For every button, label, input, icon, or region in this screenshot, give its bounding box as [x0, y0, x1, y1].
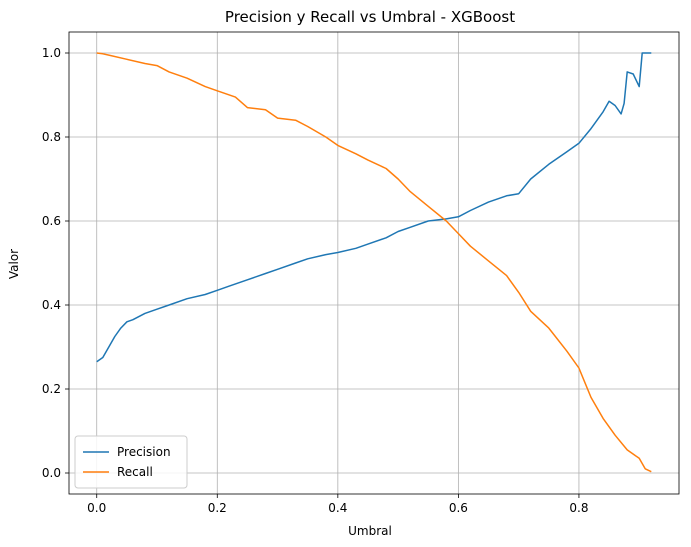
y-axis-label: Valor	[7, 249, 21, 279]
legend-label-recall: Recall	[117, 465, 153, 479]
y-tick-label: 0.6	[42, 214, 61, 228]
plot-frame	[68, 31, 680, 495]
y-tick-label: 0.2	[42, 382, 61, 396]
legend: Precision Recall	[74, 435, 188, 489]
x-tick-label: 0.2	[208, 501, 227, 515]
legend-label-precision: Precision	[117, 445, 171, 459]
y-axis-ticks: 0.0 0.2 0.4 0.6 0.8 1.0	[42, 46, 69, 480]
series-group	[96, 52, 652, 473]
chart-title: Precision y Recall vs Umbral - XGBoost	[225, 8, 515, 26]
x-tick-label: 0.6	[449, 501, 468, 515]
y-tick-label: 0.0	[42, 466, 61, 480]
y-tick-label: 1.0	[42, 46, 61, 60]
x-tick-label: 0.4	[328, 501, 347, 515]
series-line-recall	[96, 52, 652, 473]
grid	[69, 32, 679, 494]
x-tick-label: 0.8	[569, 501, 588, 515]
x-tick-label: 0.0	[87, 501, 106, 515]
legend-box	[74, 435, 188, 489]
y-tick-label: 0.8	[42, 130, 61, 144]
x-axis-ticks: 0.0 0.2 0.4 0.6 0.8	[87, 494, 588, 515]
series-line-precision	[96, 52, 652, 363]
x-axis-label: Umbral	[348, 524, 392, 538]
y-tick-label: 0.4	[42, 298, 61, 312]
